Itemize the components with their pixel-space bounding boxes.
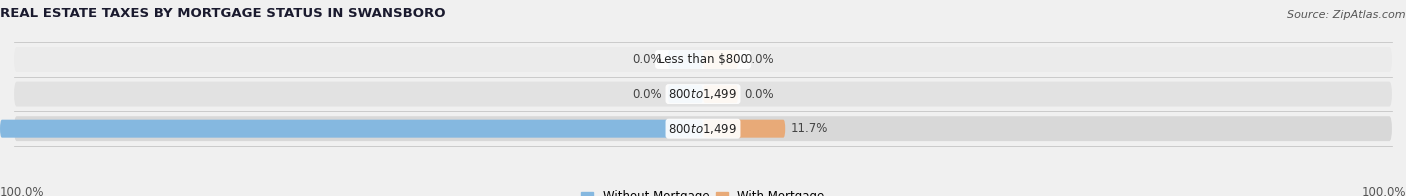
Text: Source: ZipAtlas.com: Source: ZipAtlas.com — [1288, 10, 1406, 20]
Text: 100.0%: 100.0% — [0, 186, 45, 196]
FancyBboxPatch shape — [703, 85, 738, 103]
FancyBboxPatch shape — [14, 82, 1392, 107]
Text: 100.0%: 100.0% — [1361, 186, 1406, 196]
Text: 11.7%: 11.7% — [790, 122, 828, 135]
FancyBboxPatch shape — [703, 120, 786, 138]
Text: 0.0%: 0.0% — [744, 53, 773, 66]
FancyBboxPatch shape — [0, 120, 703, 138]
Text: 0.0%: 0.0% — [744, 88, 773, 101]
Text: REAL ESTATE TAXES BY MORTGAGE STATUS IN SWANSBORO: REAL ESTATE TAXES BY MORTGAGE STATUS IN … — [0, 7, 446, 20]
FancyBboxPatch shape — [14, 116, 1392, 141]
FancyBboxPatch shape — [668, 51, 703, 68]
Text: $800 to $1,499: $800 to $1,499 — [668, 87, 738, 101]
Text: Less than $800: Less than $800 — [658, 53, 748, 66]
FancyBboxPatch shape — [668, 85, 703, 103]
Text: 0.0%: 0.0% — [633, 53, 662, 66]
Legend: Without Mortgage, With Mortgage: Without Mortgage, With Mortgage — [576, 186, 830, 196]
Text: $800 to $1,499: $800 to $1,499 — [668, 122, 738, 136]
Text: 0.0%: 0.0% — [633, 88, 662, 101]
FancyBboxPatch shape — [703, 51, 738, 68]
FancyBboxPatch shape — [14, 47, 1392, 72]
